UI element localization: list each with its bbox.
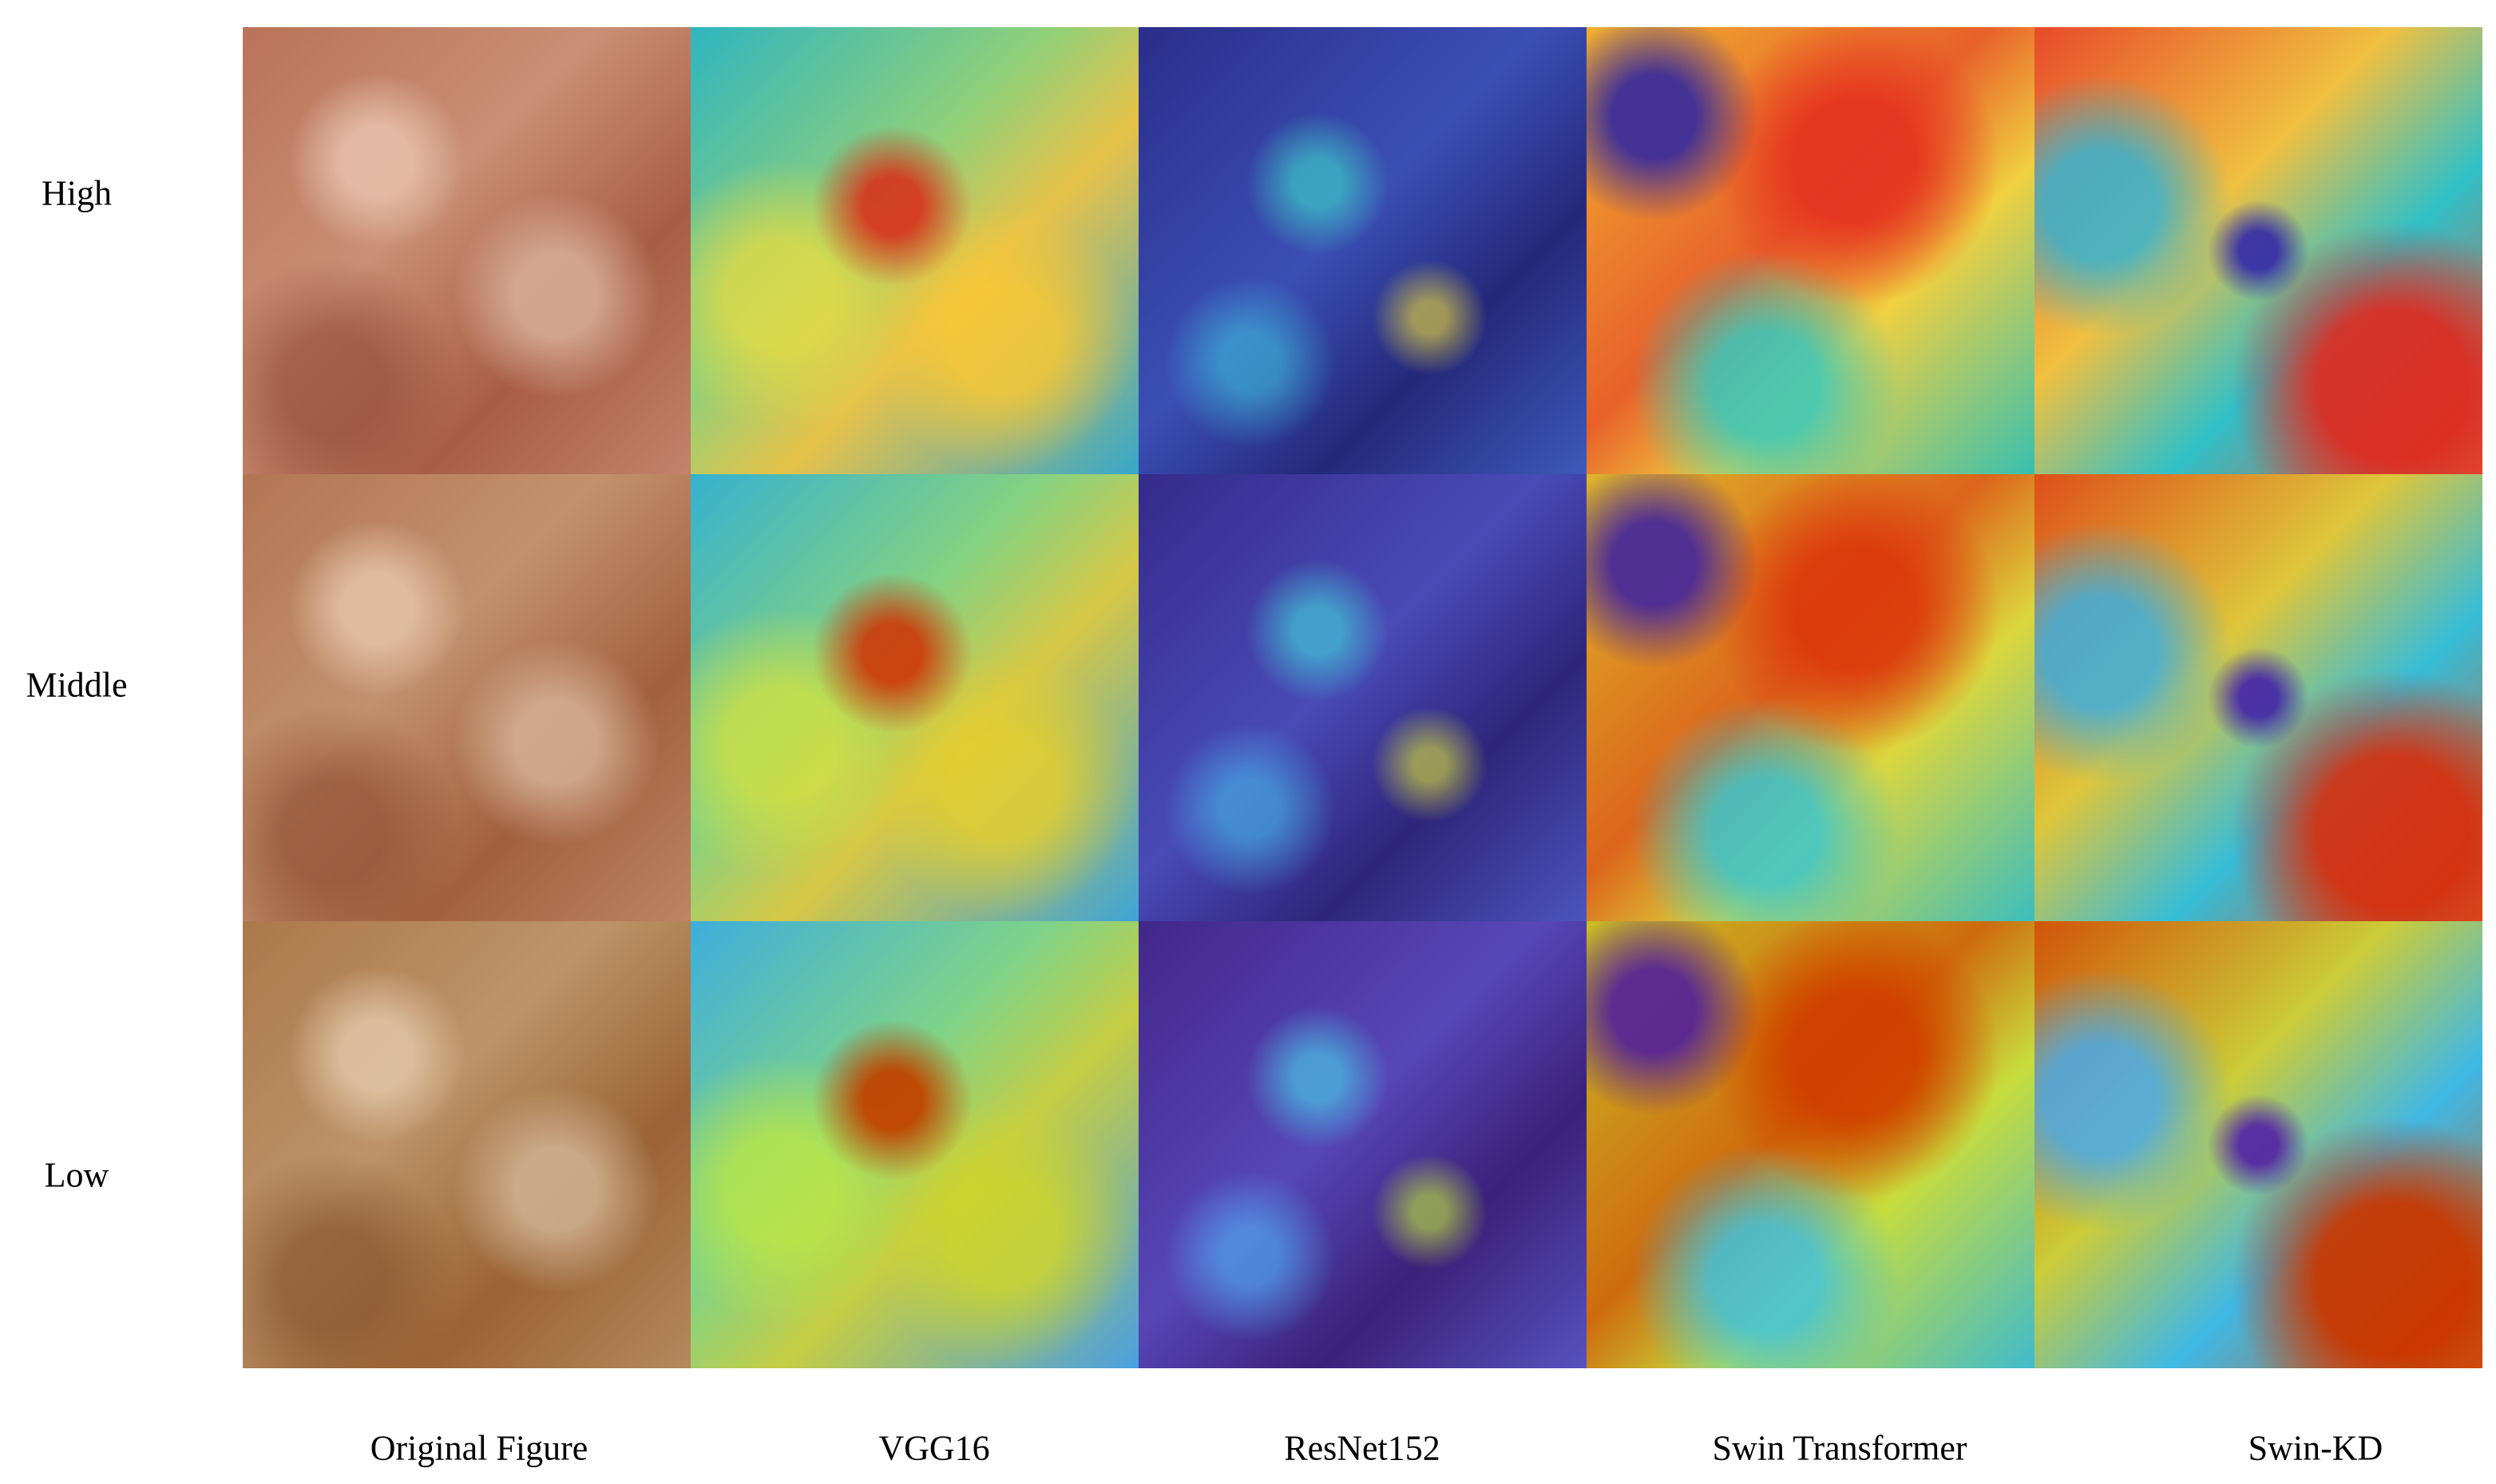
soil-image <box>243 921 691 1368</box>
heatmap-image <box>1587 921 2034 1368</box>
heatmap-image <box>691 474 1139 921</box>
heatmap-image <box>691 27 1139 474</box>
heatmap-image <box>2034 27 2482 474</box>
column-label: Swin Transformer <box>1712 1428 1967 1468</box>
heatmap-image <box>2034 474 2482 921</box>
heatmap-image <box>1139 474 1587 921</box>
column-label: Original Figure <box>370 1428 588 1468</box>
heatmap-image <box>1587 474 2034 921</box>
row-label: Low <box>44 1155 109 1195</box>
heatmap-image <box>691 921 1139 1368</box>
column-label: VGG16 <box>878 1428 990 1468</box>
soil-image <box>243 27 691 474</box>
row-label: High <box>42 173 112 213</box>
row-label: Middle <box>26 665 128 705</box>
soil-image <box>243 474 691 921</box>
column-label: Swin-KD <box>2248 1428 2383 1468</box>
heatmap-image <box>2034 921 2482 1368</box>
heatmap-image <box>1139 27 1587 474</box>
column-label: ResNet152 <box>1284 1428 1440 1468</box>
heatmap-image <box>1587 27 2034 474</box>
heatmap-image <box>1139 921 1587 1368</box>
